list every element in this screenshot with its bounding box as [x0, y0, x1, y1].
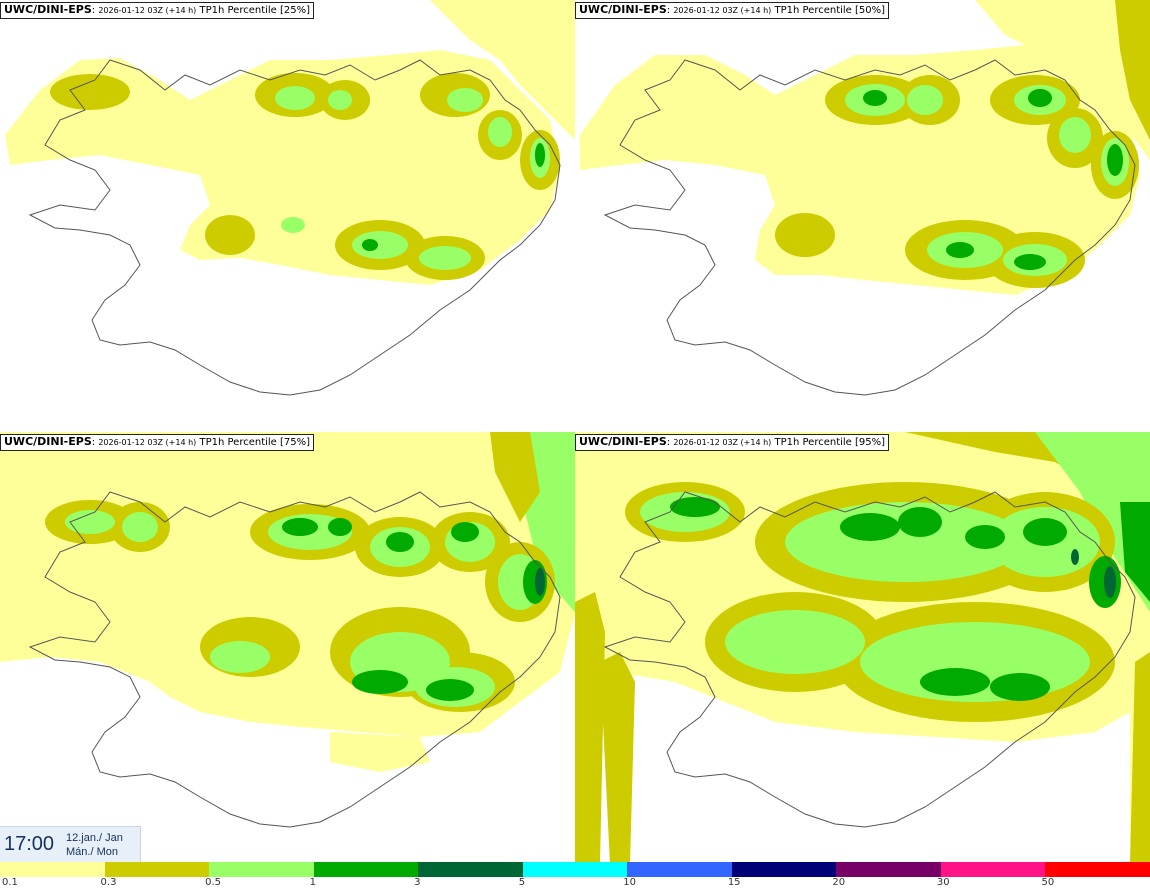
model-name: UWC/DINI-EPS — [579, 435, 667, 448]
legend-tick-label: 10 — [623, 877, 636, 888]
legend-swatch — [1045, 862, 1150, 877]
legend-tick-label: 3 — [414, 877, 421, 888]
legend-swatch — [313, 862, 419, 877]
panel-title: UWC/DINI-EPS: 2026-01-12 03Z (+14 h) TP1… — [575, 434, 890, 451]
color-legend — [0, 862, 1150, 877]
map-panel-95: UWC/DINI-EPS: 2026-01-12 03Z (+14 h) TP1… — [575, 432, 1150, 864]
legend-tick-label: 15 — [727, 877, 741, 888]
legend-swatch — [522, 862, 628, 877]
precip-map-75 — [0, 432, 575, 864]
precip-map-25 — [5, 0, 575, 396]
map-panel-25: UWC/DINI-EPS: 2026-01-12 03Z (+14 h) TP1… — [0, 0, 575, 432]
valid-date: 12.jan./ Jan Mán./ Mon — [66, 831, 123, 859]
model-name: UWC/DINI-EPS — [579, 3, 667, 16]
precip-map-50 — [580, 0, 1150, 396]
valid-date-line1: 12.jan./ Jan — [66, 832, 123, 844]
legend-tick-label: 0.3 — [100, 877, 117, 888]
legend-tick-label: 0.5 — [205, 877, 221, 888]
valid-time-box: 17:00 12.jan./ Jan Mán./ Mon — [0, 826, 141, 863]
run-time: 2026-01-12 03Z (+14 h) — [98, 6, 197, 15]
legend-swatch — [209, 862, 314, 877]
map-panel-75: UWC/DINI-EPS: 2026-01-12 03Z (+14 h) TP1… — [0, 432, 575, 864]
field-name: TP1h Percentile [75%] — [199, 437, 311, 448]
model-name: UWC/DINI-EPS — [4, 435, 92, 448]
valid-date-line2: Mán./ Mon — [66, 846, 118, 858]
run-time: 2026-01-12 03Z (+14 h) — [673, 6, 772, 15]
field-name: TP1h Percentile [50%] — [774, 5, 886, 16]
legend-tick-label: 20 — [832, 877, 846, 888]
color-legend-ticks: 0.1 0.3 0.5 1 3 5 10 15 20 30 50 — [0, 877, 1150, 891]
precip-map-95 — [575, 432, 1150, 864]
legend-swatch — [627, 862, 732, 877]
field-name: TP1h Percentile [95%] — [774, 437, 886, 448]
panel-title: UWC/DINI-EPS: 2026-01-12 03Z (+14 h) TP1… — [0, 2, 315, 19]
legend-tick-label: 0.1 — [2, 877, 18, 888]
run-time: 2026-01-12 03Z (+14 h) — [98, 438, 197, 447]
run-time: 2026-01-12 03Z (+14 h) — [673, 438, 772, 447]
panel-title: UWC/DINI-EPS: 2026-01-12 03Z (+14 h) TP1… — [575, 2, 890, 19]
legend-swatch — [0, 862, 105, 877]
legend-swatch — [731, 862, 837, 877]
legend-swatch — [104, 862, 210, 877]
legend-tick-label: 30 — [936, 877, 950, 888]
model-name: UWC/DINI-EPS — [4, 3, 92, 16]
legend-tick-label: 1 — [309, 877, 316, 888]
legend-tick-label: 50 — [1041, 877, 1055, 888]
field-name: TP1h Percentile [25%] — [199, 5, 311, 16]
map-panel-50: UWC/DINI-EPS: 2026-01-12 03Z (+14 h) TP1… — [575, 0, 1150, 432]
legend-swatch — [940, 862, 1046, 877]
panel-title: UWC/DINI-EPS: 2026-01-12 03Z (+14 h) TP1… — [0, 434, 315, 451]
legend-tick-label: 5 — [518, 877, 526, 888]
legend-swatch — [418, 862, 523, 877]
valid-time: 17:00 — [4, 833, 55, 855]
legend-swatch — [836, 862, 941, 877]
